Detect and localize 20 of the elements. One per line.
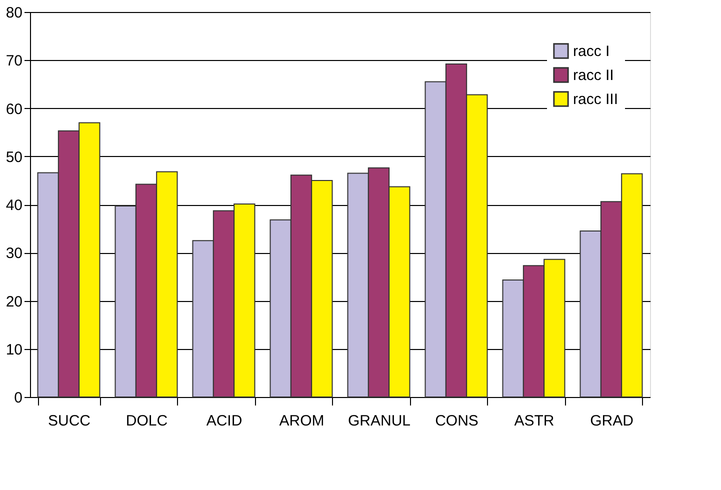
x-tick-label: DOLC [126, 412, 168, 430]
y-tick-label: 20 [6, 293, 22, 310]
x-tick-label: CONS [435, 412, 478, 430]
y-tick-label: 60 [6, 100, 22, 118]
y-tick-label: 70 [6, 52, 22, 70]
y-tick-label: 40 [6, 197, 22, 214]
x-tick-label: ASTR [514, 412, 554, 430]
legend-label: racc II [573, 67, 614, 84]
y-tick-label: 0 [14, 390, 22, 406]
y-tick-label: 30 [6, 245, 22, 262]
y-tick-label: 10 [6, 341, 22, 358]
x-tick-label: GRANUL [348, 412, 411, 430]
y-tick-label: 80 [6, 4, 22, 22]
x-tick-label: AROM [279, 412, 324, 430]
x-tick-label: SUCC [48, 412, 91, 430]
x-tick-label: GRAD [590, 412, 634, 430]
legend-label: racc I [573, 43, 610, 60]
legend-label: racc III [573, 91, 618, 108]
x-tick-label: ACID [206, 412, 242, 430]
y-tick-label: 50 [6, 148, 22, 166]
